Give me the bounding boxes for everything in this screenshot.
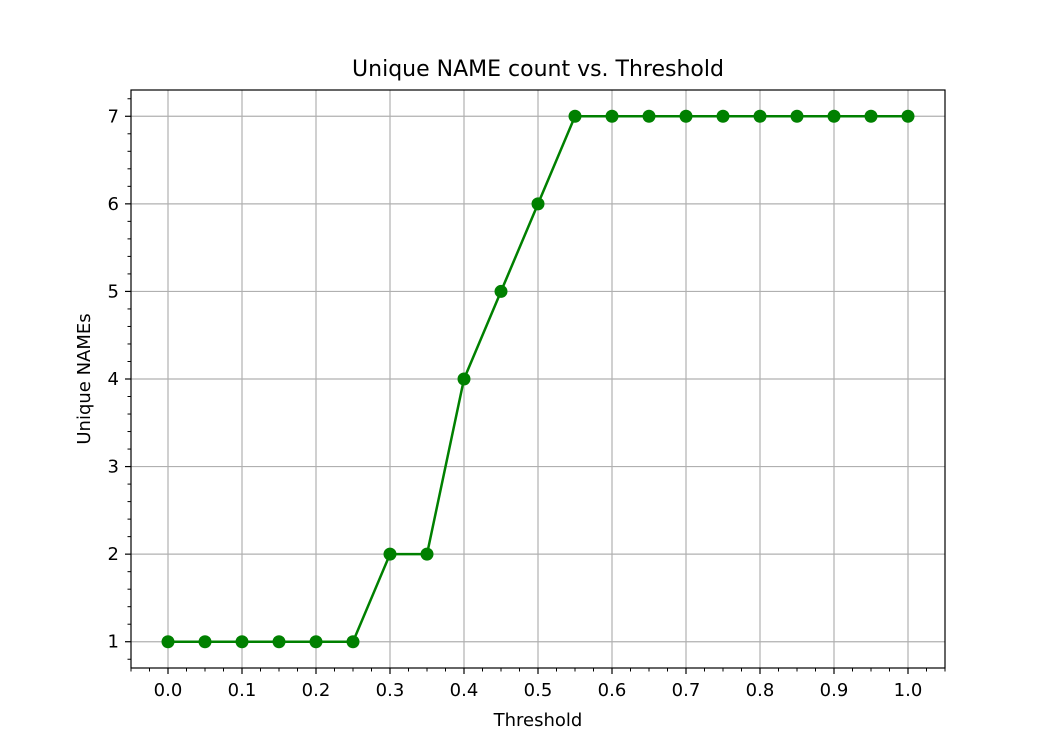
data-point bbox=[494, 284, 508, 298]
x-tick-label: 0.3 bbox=[376, 680, 405, 701]
data-point bbox=[827, 109, 841, 123]
chart-title: Unique NAME count vs. Threshold bbox=[352, 57, 724, 82]
x-tick-labels: 0.0 0.1 0.2 0.3 0.4 0.5 0.6 0.7 0.8 0.9 1.0 bbox=[154, 680, 923, 701]
data-point bbox=[568, 109, 582, 123]
y-tick-label: 2 bbox=[108, 544, 119, 565]
data-point bbox=[531, 197, 545, 211]
y-tick-label: 7 bbox=[108, 106, 119, 127]
x-tick-label: 0.1 bbox=[228, 680, 257, 701]
major-ticks bbox=[125, 115, 909, 674]
plot-frame bbox=[130, 89, 946, 669]
data-point bbox=[272, 635, 286, 649]
series bbox=[161, 109, 915, 649]
y-tick-label: 1 bbox=[108, 632, 119, 653]
data-point bbox=[457, 372, 471, 386]
y-axis-label: Unique NAMEs bbox=[74, 313, 95, 444]
data-point bbox=[753, 109, 767, 123]
x-tick-label: 0.0 bbox=[154, 680, 183, 701]
x-tick-label: 1.0 bbox=[894, 680, 923, 701]
y-tick-labels: 1 2 3 4 5 6 7 bbox=[108, 106, 119, 652]
y-tick-label: 6 bbox=[108, 194, 119, 215]
x-tick-label: 0.2 bbox=[302, 680, 331, 701]
data-point bbox=[790, 109, 804, 123]
data-point bbox=[642, 109, 656, 123]
data-point bbox=[235, 635, 249, 649]
y-tick-label: 3 bbox=[108, 457, 119, 478]
minor-ticks bbox=[127, 98, 946, 672]
x-tick-label: 0.4 bbox=[450, 680, 479, 701]
x-tick-label: 0.8 bbox=[746, 680, 775, 701]
x-axis-label: Threshold bbox=[493, 710, 583, 731]
data-point bbox=[605, 109, 619, 123]
data-point bbox=[420, 547, 434, 561]
data-point bbox=[679, 109, 693, 123]
y-tick-label: 5 bbox=[108, 281, 119, 302]
data-point bbox=[383, 547, 397, 561]
data-point bbox=[198, 635, 212, 649]
data-point bbox=[161, 635, 175, 649]
x-tick-label: 0.7 bbox=[672, 680, 701, 701]
data-point bbox=[346, 635, 360, 649]
data-point bbox=[309, 635, 323, 649]
data-point bbox=[901, 109, 915, 123]
x-tick-label: 0.9 bbox=[820, 680, 849, 701]
x-tick-label: 0.5 bbox=[524, 680, 553, 701]
x-tick-label: 0.6 bbox=[598, 680, 627, 701]
data-point bbox=[716, 109, 730, 123]
y-tick-label: 4 bbox=[108, 369, 119, 390]
data-point bbox=[864, 109, 878, 123]
